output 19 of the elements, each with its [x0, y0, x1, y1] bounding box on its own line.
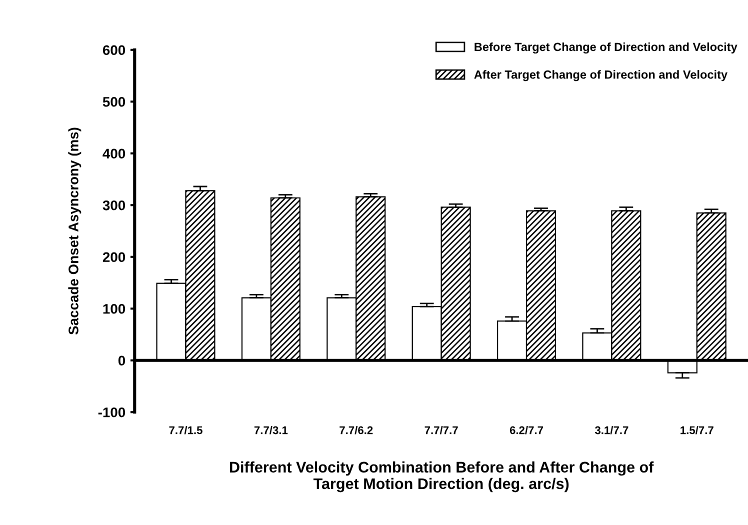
- y-axis-title: Saccade Onset Asyncrony (ms): [68, 128, 82, 335]
- y-tick-label: 400: [102, 148, 126, 159]
- x-tick-label: 7.7/7.7: [424, 426, 458, 434]
- y-tick-label: 0: [118, 356, 126, 366]
- x-tick-label: 3.1/7.7: [594, 426, 628, 434]
- x-tick-label: 7.7/1.5: [169, 426, 202, 434]
- y-tick-label: -100: [98, 407, 126, 418]
- legend-label: Before Target Change of Direction and Velocity: [474, 42, 738, 54]
- x-tick-label: 6.2/7.7: [510, 426, 544, 434]
- y-tick-label: 600: [102, 45, 126, 56]
- x-tick-label: 7.7/3.1: [254, 426, 288, 434]
- y-tick-label: 200: [102, 252, 126, 262]
- x-tick-label: 7.7/6.2: [340, 426, 373, 434]
- x-axis-title: Different Velocity Combination Before and After Change of Target Motion Direction (deg. arc/s): [230, 461, 654, 492]
- x-tick-label: 1.5/7.7: [680, 426, 714, 434]
- y-tick-label: 300: [102, 200, 126, 210]
- y-tick-label: 500: [102, 96, 126, 107]
- y-tick-label: 100: [103, 304, 126, 314]
- legend-label: After Target Change of Direction and Velocity: [474, 70, 728, 82]
